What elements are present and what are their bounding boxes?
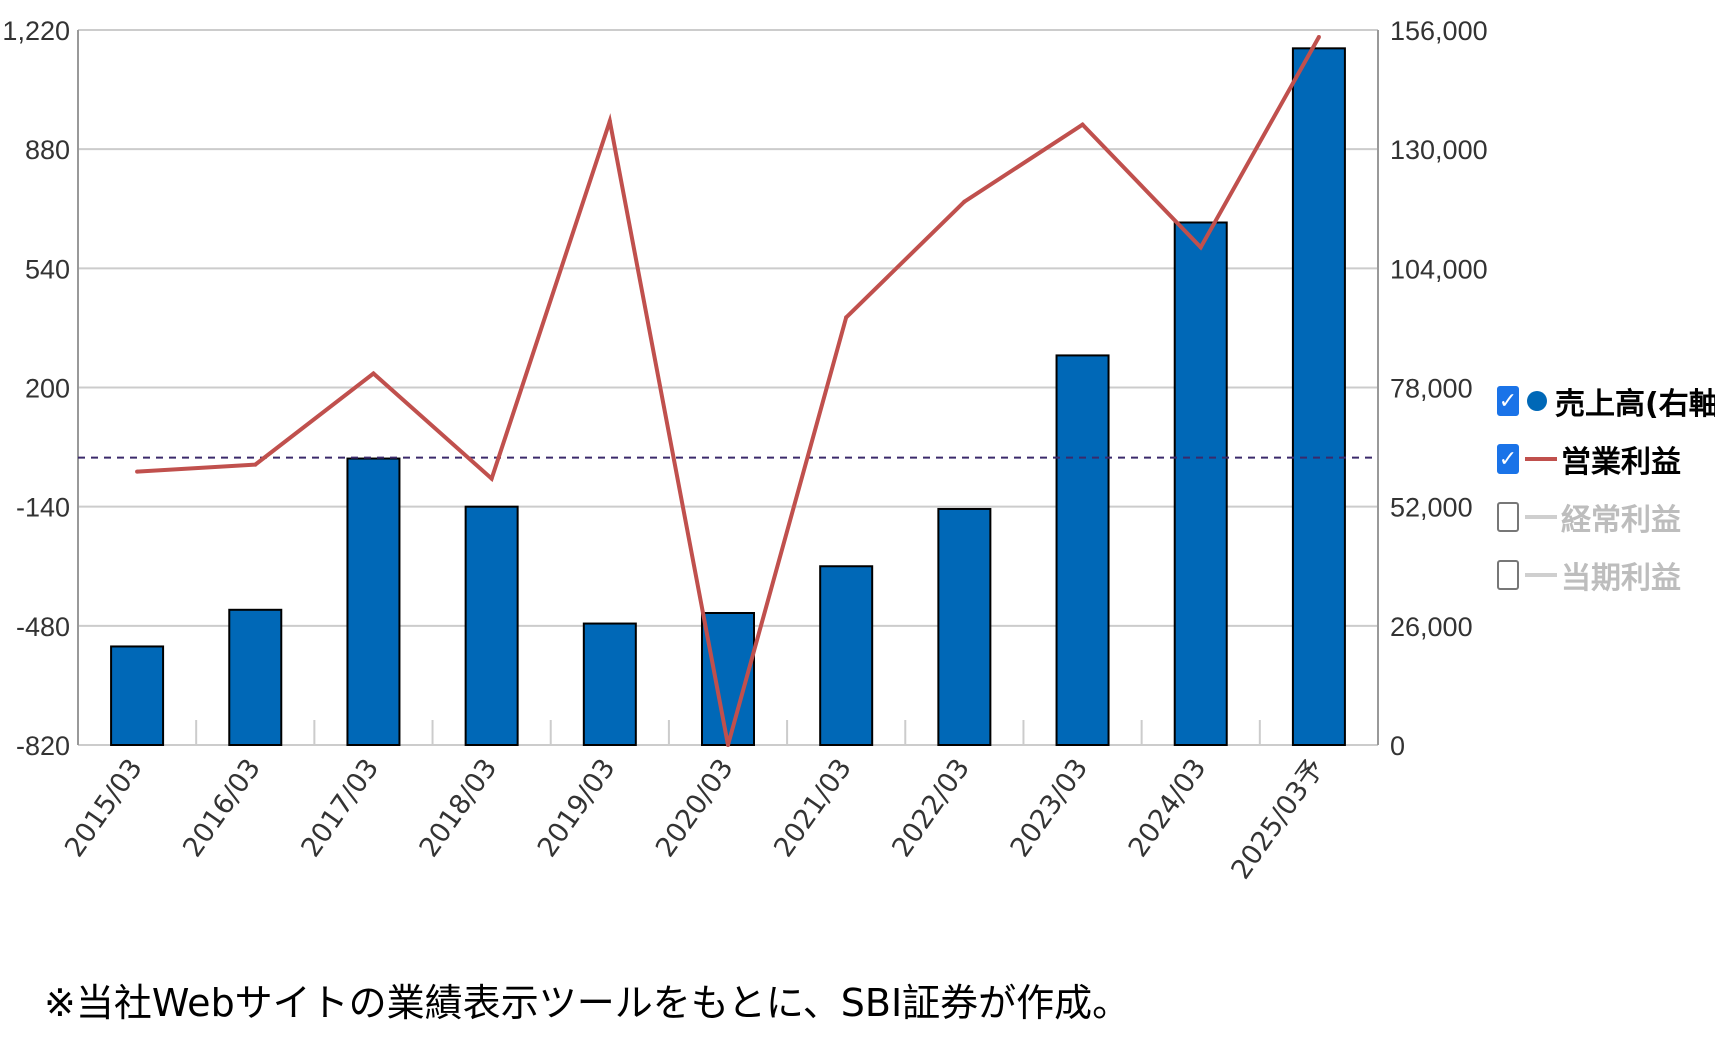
legend-checkbox-net-profit[interactable] bbox=[1497, 560, 1519, 590]
line-point bbox=[844, 315, 849, 320]
line-point bbox=[253, 462, 258, 467]
category-label: 2017/03 bbox=[295, 753, 385, 863]
line-point bbox=[962, 199, 967, 204]
category-label: 2022/03 bbox=[886, 753, 976, 863]
bar bbox=[464, 505, 519, 746]
bar bbox=[228, 608, 283, 747]
left-tick-label: 880 bbox=[25, 135, 70, 165]
bar bbox=[1173, 221, 1228, 746]
bar bbox=[582, 622, 637, 747]
line-icon bbox=[1525, 573, 1557, 577]
line-point bbox=[1080, 122, 1085, 127]
right-tick-label: 78,000 bbox=[1390, 374, 1473, 404]
bar bbox=[110, 645, 165, 746]
performance-chart: 1,220 156,000 880 130,000 540 104,000 200 78,00… bbox=[2, 16, 1488, 885]
category-label: 2016/03 bbox=[177, 753, 267, 863]
legend-checkbox-ordinary-profit[interactable] bbox=[1497, 502, 1519, 532]
left-tick-label: -480 bbox=[16, 612, 70, 642]
line-point bbox=[489, 476, 494, 481]
line-point bbox=[607, 119, 612, 124]
category-label: 2015/03 bbox=[59, 753, 149, 863]
left-tick-label: 1,220 bbox=[2, 16, 70, 46]
category-label: 2021/03 bbox=[768, 753, 858, 863]
bar bbox=[346, 457, 401, 746]
dot-icon bbox=[1527, 391, 1547, 411]
legend-label-net-profit: 当期利益 bbox=[1561, 561, 1681, 596]
legend-item-net-profit[interactable]: 当期利益 bbox=[1497, 546, 1715, 604]
legend-item-sales[interactable]: ✓ 売上高(右軸) bbox=[1497, 372, 1715, 430]
line-point bbox=[1316, 35, 1321, 40]
source-note: ※当社Webサイトの業績表示ツールをもとに、SBI証券が作成。 bbox=[44, 981, 1131, 1025]
legend-item-operating-profit[interactable]: ✓ 営業利益 bbox=[1497, 430, 1715, 488]
line-point bbox=[1198, 245, 1203, 250]
line-point bbox=[371, 371, 376, 376]
right-tick-label: 52,000 bbox=[1390, 493, 1473, 523]
bar bbox=[937, 507, 992, 747]
bar bbox=[1291, 47, 1346, 747]
category-label: 2024/03 bbox=[1123, 753, 1213, 863]
right-tick-label: 104,000 bbox=[1390, 254, 1488, 284]
legend-label-ordinary-profit: 経常利益 bbox=[1561, 503, 1681, 538]
legend-label-sales: 売上高(右軸) bbox=[1555, 387, 1715, 422]
right-tick-label: 156,000 bbox=[1390, 16, 1488, 46]
left-tick-label: 540 bbox=[25, 254, 70, 284]
legend: ✓ 売上高(右軸) ✓ 営業利益 経常利益 当期利益 bbox=[1497, 372, 1715, 604]
category-label: 2023/03 bbox=[1005, 753, 1095, 863]
legend-item-ordinary-profit[interactable]: 経常利益 bbox=[1497, 488, 1715, 546]
line-icon bbox=[1525, 457, 1557, 461]
legend-label-operating-profit: 営業利益 bbox=[1561, 445, 1681, 480]
line-point bbox=[726, 743, 730, 747]
category-label: 2019/03 bbox=[532, 753, 622, 863]
line-point bbox=[135, 469, 140, 474]
legend-checkbox-sales[interactable]: ✓ bbox=[1497, 386, 1519, 416]
left-tick-label: 200 bbox=[25, 374, 70, 404]
category-label: 2025/03予 bbox=[1225, 753, 1330, 885]
category-label: 2018/03 bbox=[414, 753, 504, 863]
right-tick-label: 130,000 bbox=[1390, 135, 1488, 165]
left-tick-label: -140 bbox=[16, 493, 70, 523]
bar bbox=[1055, 354, 1110, 746]
right-tick-label: 0 bbox=[1390, 731, 1405, 761]
line-icon bbox=[1525, 515, 1557, 519]
right-tick-label: 26,000 bbox=[1390, 612, 1473, 642]
legend-checkbox-operating-profit[interactable]: ✓ bbox=[1497, 444, 1519, 474]
left-tick-label: -820 bbox=[16, 731, 70, 761]
bar bbox=[819, 565, 874, 746]
category-label: 2020/03 bbox=[650, 753, 740, 863]
